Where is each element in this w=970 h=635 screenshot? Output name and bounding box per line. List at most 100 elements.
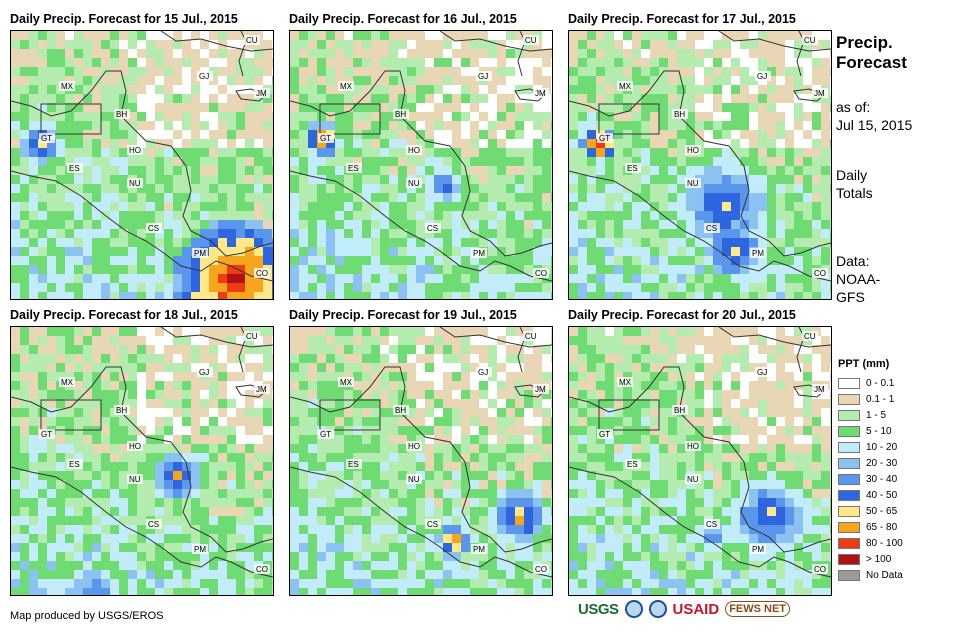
country-label-bg (67, 459, 83, 469)
country-label-pm: PM (194, 545, 206, 554)
country-label-bg (685, 474, 701, 484)
legend-item: 1 - 5 (838, 409, 886, 422)
country-label-bg (750, 248, 766, 258)
country-label-nu: NU (687, 475, 699, 484)
legend-title: PPT (mm) (838, 358, 890, 370)
legend-item: 40 - 50 (838, 489, 897, 502)
country-label-bg (750, 544, 766, 554)
logo-bar: USGS USAID FEWS NET (578, 600, 791, 618)
country-label-bg (533, 564, 549, 574)
precip-cells (11, 327, 273, 595)
country-label-bg (533, 88, 549, 98)
country-label-mx: MX (61, 378, 74, 387)
country-border (796, 31, 805, 77)
forecast-map-15-jul: MX BH GT HO ES NU CS PM CO CU JM GJ (10, 30, 274, 300)
country-border (160, 327, 273, 348)
legend-label: 0.1 - 1 (866, 394, 895, 405)
panel-title-4: Daily Precip. Forecast for 18 Jul., 2015 (10, 308, 238, 322)
country-label-bg (533, 268, 549, 278)
legend-swatch (838, 394, 860, 405)
country-label-gt: GT (320, 430, 331, 439)
data-source: NOAA-GFS (836, 271, 881, 305)
country-label-bg (597, 429, 613, 439)
belize-outline (40, 103, 102, 135)
country-label-bg (425, 519, 441, 529)
country-border (11, 170, 273, 282)
country-label-bg (523, 35, 539, 45)
belize-outline (319, 103, 381, 135)
country-label-ho: HO (129, 442, 141, 451)
country-border (796, 327, 805, 373)
legend-item: 0.1 - 1 (838, 393, 894, 406)
country-label-mx: MX (340, 82, 353, 91)
country-label-bg (338, 81, 354, 91)
country-label-bg (672, 405, 688, 415)
fews-net-logo: FEWS NET (725, 601, 791, 617)
country-label-cs: CS (148, 520, 159, 529)
country-label-pm: PM (194, 249, 206, 258)
country-label-es: ES (627, 460, 638, 469)
country-label-bg (597, 133, 613, 143)
country-label-bh: BH (116, 406, 127, 415)
country-label-es: ES (348, 460, 359, 469)
country-label-bg (127, 145, 143, 155)
panel-title-6: Daily Precip. Forecast for 20 Jul., 2015 (568, 308, 796, 322)
country-label-bg (471, 544, 487, 554)
legend-swatch (838, 570, 860, 581)
precip-raster: MX BH GT HO ES NU CS PM CO CU JM GJ (569, 31, 831, 299)
country-label-gj: GJ (757, 368, 767, 377)
belize-outline (40, 399, 102, 431)
country-label-gj: GJ (199, 368, 209, 377)
country-label-bg (346, 459, 362, 469)
country-label-nu: NU (129, 179, 141, 188)
country-label-mx: MX (619, 378, 632, 387)
country-label-es: ES (348, 164, 359, 173)
legend-item: 0 - 0.1 (838, 377, 894, 390)
country-label-co: CO (535, 565, 547, 574)
country-label-nu: NU (408, 475, 420, 484)
country-label-bg (704, 519, 720, 529)
country-border (238, 31, 247, 77)
country-label-bg (146, 223, 162, 233)
country-border (439, 327, 552, 348)
legend-item: 65 - 80 (838, 521, 897, 534)
legend-swatch (838, 506, 860, 517)
country-label-cs: CS (706, 224, 717, 233)
country-label-bg (755, 71, 771, 81)
country-label-pm: PM (752, 249, 764, 258)
country-label-co: CO (256, 565, 268, 574)
legend-swatch (838, 442, 860, 453)
legend-label: 1 - 5 (866, 410, 887, 421)
country-label-bg (254, 564, 270, 574)
country-border (160, 31, 273, 52)
legend-label: 40 - 50 (866, 490, 898, 501)
country-border (11, 466, 273, 578)
legend-item: 80 - 100 (838, 537, 903, 550)
country-label-jm: JM (535, 385, 546, 394)
country-border (439, 31, 552, 52)
legend-label: 10 - 20 (866, 442, 898, 453)
country-label-bg (254, 268, 270, 278)
precip-cells (569, 327, 831, 595)
country-label-bh: BH (674, 110, 685, 119)
usaid-seal-icon (648, 600, 667, 618)
country-label-bg (685, 178, 701, 188)
country-label-bg (523, 331, 539, 341)
country-border (517, 31, 526, 77)
legend-label: 30 - 40 (866, 474, 898, 485)
country-label-bg (425, 223, 441, 233)
country-label-bg (471, 248, 487, 258)
country-label-cs: CS (148, 224, 159, 233)
country-label-ho: HO (129, 146, 141, 155)
noaa-logo (624, 600, 643, 618)
precip-cells (290, 327, 552, 595)
country-label-bg (802, 35, 818, 45)
legend-swatch (838, 554, 860, 565)
country-label-bg (254, 384, 270, 394)
country-label-bg (476, 71, 492, 81)
legend-swatch (838, 490, 860, 501)
country-label-es: ES (69, 164, 80, 173)
country-label-jm: JM (814, 89, 825, 98)
usaid-logo: USAID (672, 600, 720, 618)
country-label-bh: BH (116, 110, 127, 119)
